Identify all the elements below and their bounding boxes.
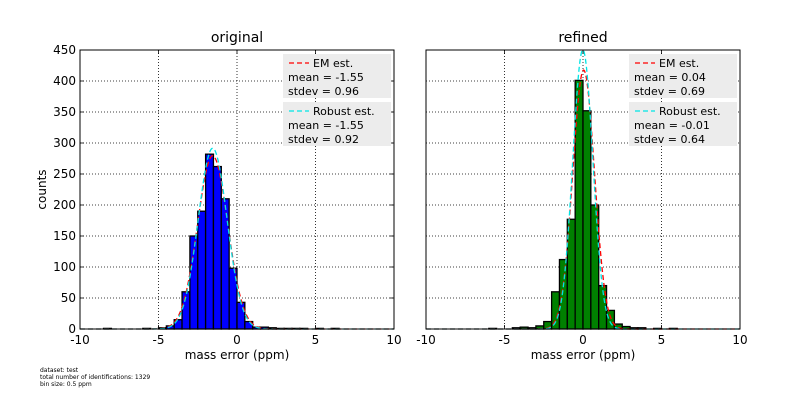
legend-label: Robust est.	[659, 105, 721, 118]
histogram-bar	[212, 165, 222, 330]
x-tick-label: 5	[658, 333, 666, 347]
histogram-bar	[220, 198, 230, 330]
histogram-bar	[197, 210, 207, 330]
y-tick-label: 50	[61, 291, 76, 305]
y-tick-label: 150	[53, 229, 76, 243]
legend-label: EM est.	[659, 57, 699, 70]
x-tick-label: 0	[233, 333, 241, 347]
x-tick-label: 10	[732, 333, 747, 347]
legend-mean: mean = -0.01	[634, 119, 710, 132]
legend-stdev: stdev = 0.92	[288, 133, 359, 146]
y-tick-label: 400	[53, 74, 76, 88]
legend-stdev: stdev = 0.96	[288, 85, 359, 98]
y-tick-label: 250	[53, 167, 76, 181]
x-tick-label: -5	[153, 333, 165, 347]
histogram-bar	[582, 110, 592, 330]
histogram-bar	[605, 309, 616, 330]
histogram-bar	[558, 258, 568, 330]
legend-label: EM est.	[313, 57, 353, 70]
y-tick-label: 350	[53, 105, 76, 119]
y-tick-label: 0	[68, 322, 76, 336]
legend-box	[629, 54, 737, 98]
x-tick-label: 0	[579, 333, 587, 347]
chart-title: original	[211, 30, 263, 46]
legend-box	[283, 102, 391, 146]
y-tick-label: 300	[53, 136, 76, 150]
legend-stdev: stdev = 0.64	[634, 133, 705, 146]
y-tick-label: 200	[53, 198, 76, 212]
legend-box	[283, 54, 391, 98]
x-tick-label: 10	[386, 333, 401, 347]
legend-box	[629, 102, 737, 146]
x-tick-label: -10	[416, 333, 436, 347]
y-axis-label: counts	[35, 169, 49, 209]
histogram-bar	[204, 153, 215, 330]
x-tick-label: 5	[312, 333, 320, 347]
x-axis-label: mass error (ppm)	[531, 348, 636, 362]
bin-size-note: bin size: 0.5 ppm	[40, 381, 92, 388]
legend-mean: mean = 0.04	[634, 71, 706, 84]
legend-mean: mean = -1.55	[288, 119, 364, 132]
legend-stdev: stdev = 0.69	[634, 85, 705, 98]
legend-label: Robust est.	[313, 105, 375, 118]
histogram-bar	[550, 291, 561, 330]
y-tick-label: 100	[53, 260, 76, 274]
dataset-note: dataset: test	[40, 367, 79, 374]
y-tick-label: 450	[53, 43, 76, 57]
identifications-note: total number of identifications: 1329	[40, 374, 151, 381]
chart-title: refined	[558, 30, 607, 46]
x-axis-label: mass error (ppm)	[185, 348, 290, 362]
histogram-bar	[236, 301, 246, 330]
x-tick-label: -5	[499, 333, 511, 347]
legend-mean: mean = -1.55	[288, 71, 364, 84]
x-tick-label: -10	[70, 333, 90, 347]
chart-panel-1: -10 -5 0 5 10050100150200250300350400450orig…	[35, 30, 402, 362]
